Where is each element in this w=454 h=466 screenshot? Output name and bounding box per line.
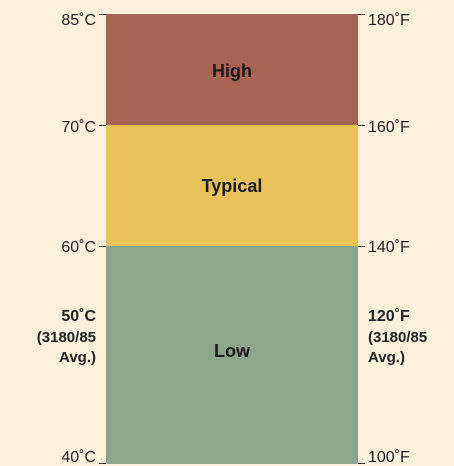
band-low-label: Low bbox=[214, 340, 250, 361]
label-50c-avg: 50˚C (3180/85 Avg.) bbox=[37, 306, 96, 368]
label-40c: 40˚C bbox=[61, 449, 96, 466]
tick-right-100 bbox=[358, 463, 365, 464]
label-60c: 60˚C bbox=[61, 239, 96, 256]
label-160f: 160˚F bbox=[368, 119, 410, 136]
label-70c: 70˚C bbox=[61, 119, 96, 136]
label-50c-avg-line1: (3180/85 bbox=[36, 328, 96, 346]
label-85c: 85˚C bbox=[61, 12, 96, 29]
label-120f-avg-line2: Avg.) bbox=[368, 348, 405, 366]
tick-right-140 bbox=[358, 246, 365, 247]
tick-left-60 bbox=[99, 246, 106, 247]
tick-left-70 bbox=[99, 125, 106, 126]
label-120f-avg-line1: (3180/85 bbox=[368, 328, 428, 346]
band-typical-label: Typical bbox=[201, 176, 263, 196]
band-typical: Typical bbox=[106, 125, 358, 246]
label-120f: 120˚F bbox=[368, 308, 410, 325]
tick-right-180 bbox=[358, 14, 365, 15]
band-high-label: High bbox=[212, 61, 252, 81]
label-100f: 100˚F bbox=[368, 449, 410, 466]
label-180f: 180˚F bbox=[368, 12, 410, 29]
label-50c: 50˚C bbox=[61, 308, 96, 325]
tick-left-85 bbox=[99, 14, 106, 15]
label-140f: 140˚F bbox=[368, 239, 410, 256]
band-high: High bbox=[106, 14, 358, 125]
label-120f-avg: 120˚F (3180/85 Avg.) bbox=[368, 306, 427, 368]
temperature-range-bar: High Typical Low bbox=[106, 14, 358, 464]
tick-right-160 bbox=[358, 125, 365, 126]
label-50c-avg-line2: Avg.) bbox=[59, 348, 96, 366]
tick-left-40 bbox=[99, 463, 106, 464]
band-low: Low bbox=[106, 246, 358, 464]
